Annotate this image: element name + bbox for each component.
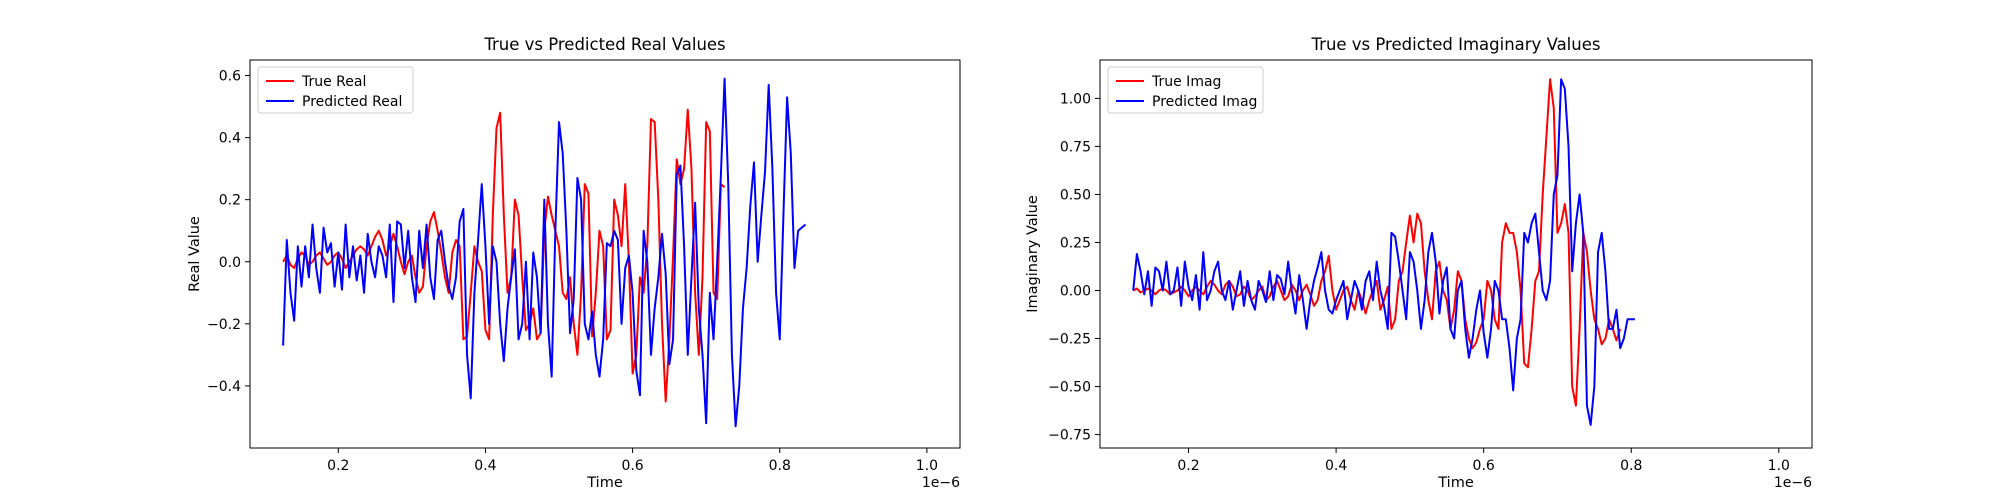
y-tick-label: 0.75 [1060,139,1091,155]
series-line-predicted-real [282,77,807,428]
legend-entry-label: True Real [301,74,366,90]
y-tick-label: 0.00 [1060,283,1091,299]
y-tick-label: −0.4 [207,379,241,395]
x-offset-label: 1e−6 [922,475,960,491]
x-tick-label: 1.0 [916,458,938,474]
y-tick-label: −0.50 [1048,380,1091,396]
y-tick-label: 0.6 [219,69,241,85]
legend-entry-label: Predicted Real [302,94,402,110]
x-tick-label: 0.6 [1473,458,1495,474]
chart-title: True vs Predicted Real Values [483,35,725,54]
legend-entry-label: True Imag [1151,74,1221,90]
x-tick-label: 0.6 [621,458,643,474]
y-tick-label: 0.50 [1060,187,1091,203]
y-tick-label: −0.25 [1048,332,1091,348]
x-tick-label: 0.2 [327,458,349,474]
axes-frame [249,59,961,449]
y-tick-label: 0.0 [219,255,241,271]
x-tick-label: 0.4 [474,458,496,474]
legend-box [1107,66,1264,114]
x-tick-label: 0.8 [1620,458,1642,474]
series-line-predicted-imag [1132,78,1635,426]
x-tick-label: 1.0 [1768,458,1790,474]
chart-title: True vs Predicted Imaginary Values [1311,35,1601,54]
y-axis-label: Real Value [187,216,203,292]
y-tick-label: −0.2 [207,317,241,333]
axes-frame [1099,59,1813,449]
x-tick-label: 0.2 [1177,458,1199,474]
x-axis-label: Time [1437,475,1474,491]
x-offset-label: 1e−6 [1774,475,1812,491]
x-tick-label: 0.8 [769,458,791,474]
y-tick-label: 1.00 [1060,91,1091,107]
x-tick-label: 0.4 [1325,458,1347,474]
panel-real: 0.2 0.4 0.6 0.8 1.0 −0.4 −0.2 0.0 0.2 0.4 0.6 True … [187,35,961,491]
y-tick-label: 0.2 [219,193,241,209]
x-axis-label: Time [586,475,623,491]
legend-entry-label: Predicted Imag [1152,94,1257,110]
y-tick-label: 0.25 [1060,235,1091,251]
panel-imaginary: 0.2 0.4 0.6 0.8 1.0 −0.75 −0.50 −0.25 0.00 0.25 0.… [1025,35,1813,491]
y-tick-label: 0.4 [219,131,241,147]
y-tick-label: −0.75 [1048,428,1091,444]
series-line-true-real [282,108,726,403]
series-line-true-imag [1132,78,1622,407]
legend-box [257,66,414,114]
y-axis-label: Imaginary Value [1025,195,1041,313]
